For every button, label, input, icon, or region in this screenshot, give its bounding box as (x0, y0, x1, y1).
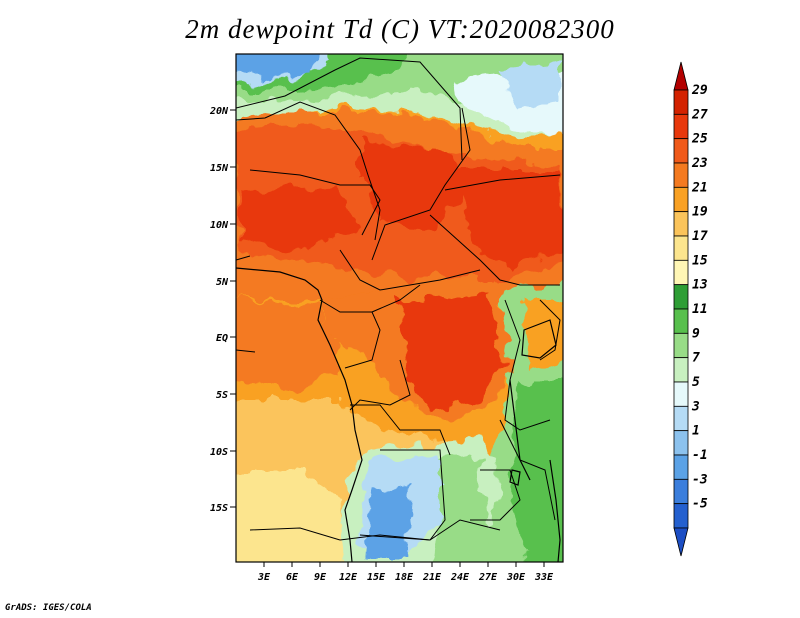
colorbar-segment (673, 186, 689, 213)
colorbar-segment (673, 381, 689, 407)
colorbar-segment (673, 503, 689, 529)
lon-label-18e: 18E (395, 572, 414, 583)
colorbar-label: 23 (691, 156, 708, 171)
lat-label-5s: 5S (216, 390, 228, 401)
chart-title: 2m dewpoint Td (C) VT:2020082300 (185, 14, 615, 44)
colorbar-segment (673, 357, 689, 383)
lon-label-9e: 9E (314, 572, 327, 583)
coastlines (236, 267, 561, 562)
colorbar-segment (673, 259, 689, 286)
colorbar-label: 21 (691, 180, 708, 195)
country-borders (236, 57, 561, 541)
lon-label-3e: 3E (257, 572, 271, 583)
colorbar-label: 19 (692, 205, 708, 220)
colorbar-segment (673, 89, 689, 115)
lon-label-27e: 27E (478, 572, 498, 583)
lat-label-20n: 20N (209, 106, 229, 117)
colorbar-label: 27 (691, 107, 708, 122)
lon-label-15e: 15E (367, 572, 386, 583)
longitude-axis: 3E 6E 9E 12E 15E 18E 21E 24E 27E 30E 33E (257, 562, 554, 583)
colorbar-label: 1 (692, 424, 700, 439)
colorbar-segment (673, 332, 689, 359)
lat-label-15s: 15S (210, 503, 228, 514)
colorbar-label: 7 (692, 351, 700, 366)
colorbar-label: -1 (692, 448, 708, 463)
colorbar-segment (673, 308, 689, 334)
colorbar-segment (673, 235, 689, 261)
colorbar-segment (673, 405, 689, 432)
lat-label-5n: 5N (216, 277, 229, 288)
colorbar-label: -5 (692, 497, 708, 512)
colorbar-label: 25 (691, 132, 708, 147)
lon-label-30e: 30E (506, 572, 526, 583)
colorbar-label: 5 (692, 375, 700, 390)
lat-label-15n: 15N (210, 163, 229, 174)
colorbar-label: 9 (692, 326, 700, 341)
latitude-axis: 20N 15N 10N 5N EQ 5S 10S 15S (209, 106, 236, 514)
colorbar-segment (673, 284, 689, 310)
colorbar-bottom-arrow (673, 527, 689, 557)
lon-label-33e: 33E (534, 572, 554, 583)
lon-label-6e: 6E (286, 572, 299, 583)
colorbar-segment (673, 454, 689, 480)
colorbar-segment (673, 162, 689, 188)
colorbar-segment (673, 430, 689, 456)
map-frame (235, 53, 564, 563)
lon-label-12e: 12E (339, 572, 358, 583)
lat-label-10s: 10S (210, 447, 228, 458)
colorbar-label: -3 (692, 472, 708, 487)
colorbar-label: 15 (692, 253, 708, 268)
colorbar-segment (673, 211, 689, 237)
lon-label-24e: 24E (450, 572, 470, 583)
colorbar-label: 13 (692, 278, 708, 293)
colorbar-segment (673, 138, 689, 164)
colorbar-segment (673, 113, 689, 140)
colorbar-label: 3 (691, 399, 700, 414)
grads-credit: GrADS: IGES/COLA (5, 603, 92, 613)
dewpoint-field (236, 54, 563, 562)
colorbar-label: 17 (692, 229, 708, 244)
colorbar-label: 29 (691, 83, 708, 98)
colorbar-top-arrow (673, 61, 689, 91)
colorbar-label: 11 (692, 302, 708, 317)
lat-label-10n: 10N (210, 220, 229, 231)
lon-label-21e: 21E (422, 572, 442, 583)
colorbar: 29 27 25 23 21 19 17 15 13 11 9 7 5 3 1 -1 -3 -5 (673, 61, 708, 557)
lat-label-eq: EQ (216, 333, 228, 344)
colorbar-segment (673, 478, 689, 505)
